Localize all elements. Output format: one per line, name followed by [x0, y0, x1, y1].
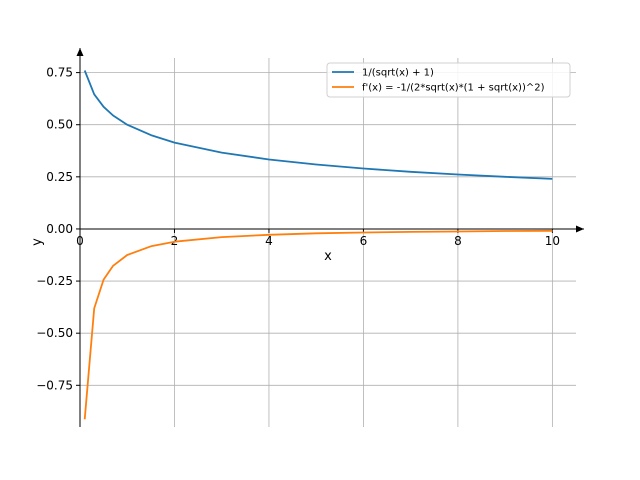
y-tick-label: 0.25	[46, 170, 73, 184]
x-tick-label: 0	[76, 234, 84, 248]
legend: 1/(sqrt(x) + 1) f'(x) = -1/(2*sqrt(x)*(1 …	[326, 62, 571, 98]
y-tick-label: 0.00	[46, 222, 73, 236]
legend-label-2: f'(x) = -1/(2*sqrt(x)*(1 + sqrt(x))^2)	[362, 83, 545, 94]
y-tick-label: −0.75	[36, 378, 73, 392]
y-tick-label: 0.50	[46, 118, 73, 132]
x-tick-label: 10	[545, 234, 560, 248]
grid	[79, 58, 576, 427]
y-axis-label: y	[30, 238, 45, 246]
x-tick-label: 8	[454, 234, 462, 248]
x-axis-label: x	[324, 249, 332, 264]
series-lines	[83, 70, 553, 420]
y-tick-label: 0.75	[46, 66, 73, 80]
y-axis-arrow	[76, 48, 84, 56]
series-line-2	[83, 229, 553, 420]
y-tick-label: −0.25	[36, 274, 73, 288]
y-tick-label: −0.50	[36, 326, 73, 340]
x-tick-label: 6	[360, 234, 368, 248]
series-line-1	[83, 70, 553, 180]
x-tick-label: 4	[265, 234, 273, 248]
legend-label-1: 1/(sqrt(x) + 1)	[362, 68, 434, 79]
axes	[76, 48, 584, 427]
legend-box	[326, 62, 571, 98]
x-axis-arrow	[576, 225, 584, 233]
